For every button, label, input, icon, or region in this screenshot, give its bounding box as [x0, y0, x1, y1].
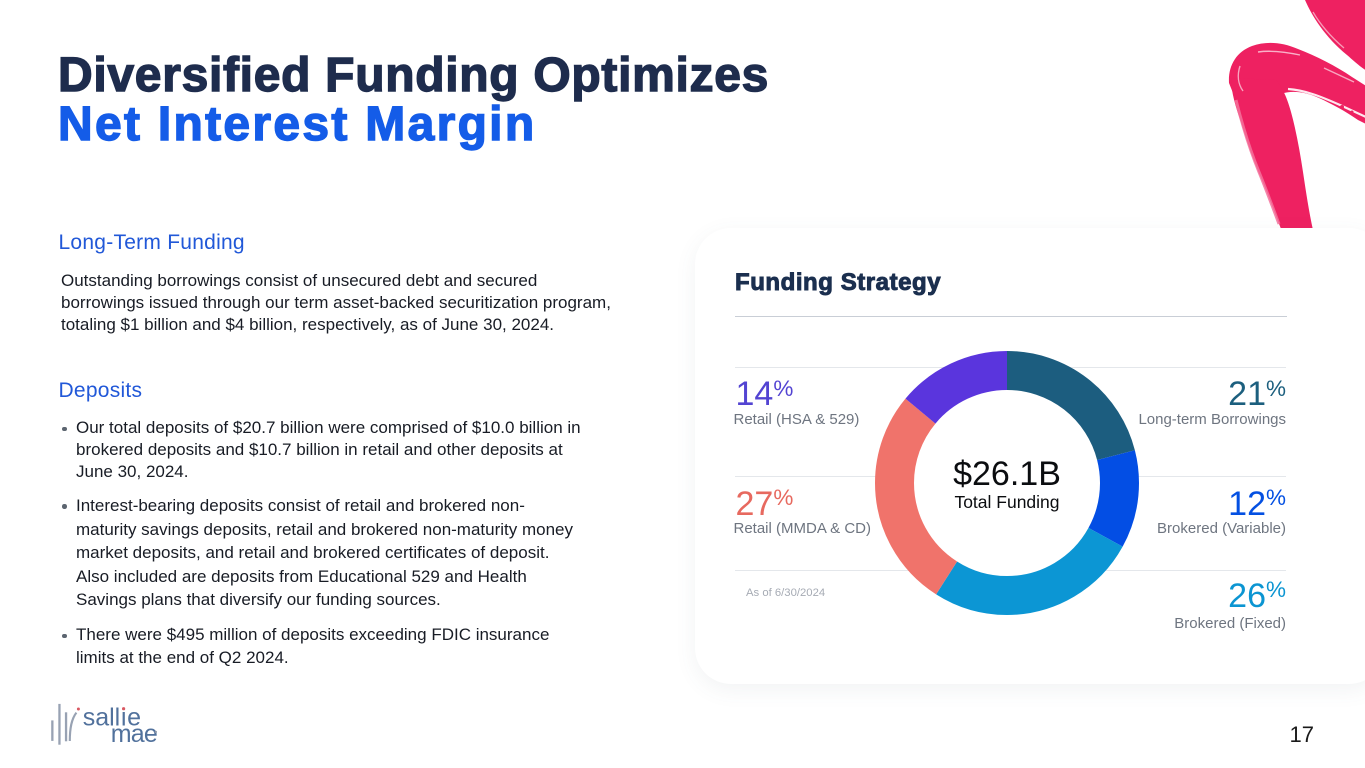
svg-text:sallıe: sallıe	[83, 704, 141, 732]
svg-text:mae: mae	[111, 720, 157, 748]
